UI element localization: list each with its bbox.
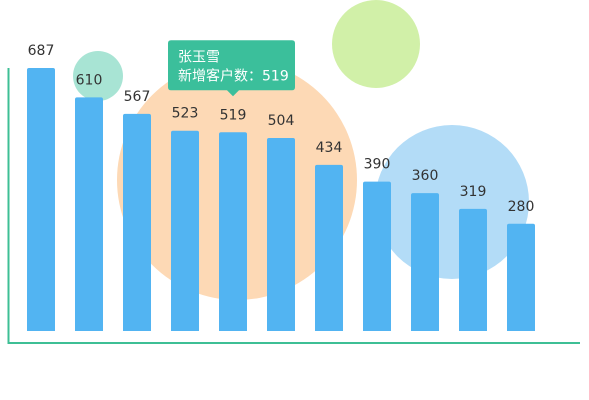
- tooltip-title: 张玉雪: [178, 49, 220, 65]
- bar: [75, 97, 103, 332]
- bar: [171, 130, 199, 331]
- tooltip-label: 新增客户数：: [178, 67, 262, 84]
- decor-circle: [375, 125, 529, 279]
- decor-circle: [332, 0, 420, 88]
- bar: [507, 223, 535, 331]
- value-label: 360: [412, 168, 439, 184]
- value-label: 687: [28, 43, 55, 59]
- bar: [363, 181, 391, 331]
- tooltip-box: [168, 40, 295, 97]
- value-label: 504: [268, 113, 295, 129]
- value-label: 523: [172, 106, 199, 122]
- value-label: 390: [364, 157, 391, 173]
- value-label: 434: [316, 140, 343, 156]
- bars: 687 610 567 523 519 504 434 390 360 319 280: [27, 43, 535, 332]
- value-label: 319: [460, 184, 487, 200]
- bar: [459, 208, 487, 331]
- value-label: 519: [220, 107, 247, 123]
- value-label: 610: [76, 72, 103, 88]
- tooltip-line: 新增客户数：519: [178, 67, 289, 84]
- bar: [219, 132, 247, 331]
- bar: [267, 138, 295, 331]
- bar: [315, 164, 343, 331]
- bar: [27, 67, 55, 331]
- bar: [123, 113, 151, 331]
- tooltip-value: 519: [262, 68, 289, 84]
- bar: [411, 193, 439, 331]
- decor-circle: [73, 51, 123, 101]
- value-label: 567: [124, 89, 151, 105]
- value-label: 280: [508, 199, 535, 215]
